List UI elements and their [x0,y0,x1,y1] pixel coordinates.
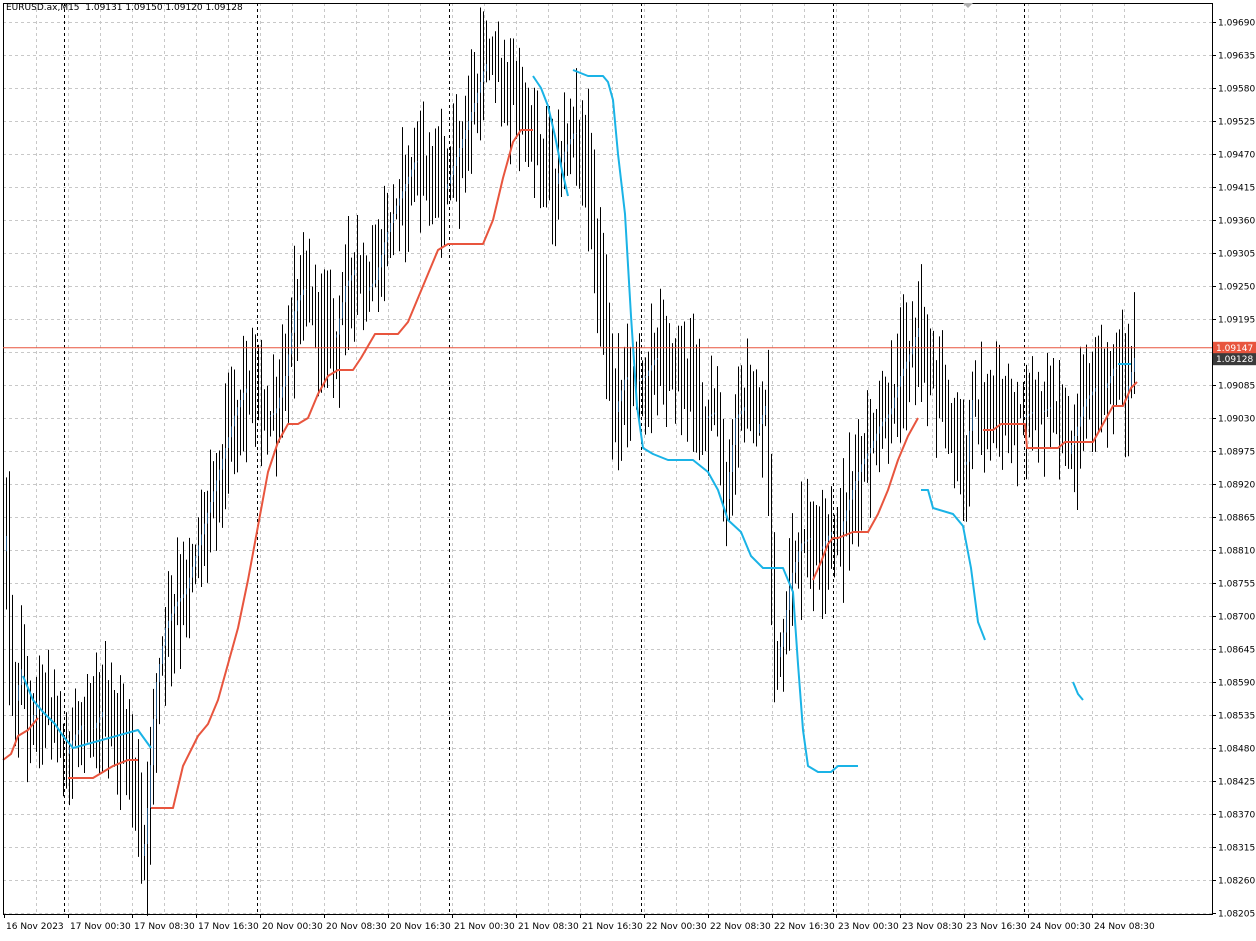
time-tick-label: 20 Nov 08:30 [326,922,387,932]
time-tick-label: 22 Nov 08:30 [710,922,771,932]
chart-shift-icon [963,3,973,8]
price-tick-label: 1.09470 [1218,151,1255,161]
bid-price-tag [1213,353,1256,366]
upper-band-line [22,69,1131,773]
time-tick-label: 20 Nov 16:30 [390,922,451,932]
time-tick-label: 21 Nov 08:30 [518,922,579,932]
price-tick-label: 1.08535 [1218,712,1255,722]
chart-frame [3,3,1213,915]
price-tick-label: 1.08315 [1218,844,1255,854]
time-tick-label: 17 Nov 16:30 [198,922,259,932]
price-line-label: 1.09147 [1216,344,1253,354]
price-tick-label: 1.09415 [1218,184,1255,194]
bands-layer [2,69,1138,809]
price-tick-label: 1.09360 [1218,217,1255,227]
time-tick-label: 21 Nov 00:30 [454,922,515,932]
price-tick-label: 1.09250 [1218,283,1255,293]
time-tick-label: 16 Nov 2023 [6,922,64,932]
time-tick-label: 23 Nov 16:30 [966,922,1027,932]
price-tick-label: 1.09085 [1218,382,1255,392]
price-tick-label: 1.09305 [1218,250,1255,260]
time-tick-label: 17 Nov 00:30 [70,922,131,932]
time-tick-label: 23 Nov 00:30 [838,922,899,932]
price-tick-label: 1.09030 [1218,415,1255,425]
price-tick-label: 1.08700 [1218,613,1255,623]
price-tick-label: 1.08425 [1218,778,1255,788]
time-tick-label: 17 Nov 08:30 [134,922,195,932]
price-tick-label: 1.08370 [1218,811,1255,821]
time-tick-label: 24 Nov 00:30 [1030,922,1091,932]
price-tick-label: 1.08205 [1218,910,1255,920]
price-line-tag [1213,341,1256,354]
price-tick-label: 1.09525 [1218,118,1255,128]
price-tick-label: 1.08755 [1218,580,1255,590]
time-tick-label: 23 Nov 08:30 [902,922,963,932]
price-tick-label: 1.08480 [1218,745,1255,755]
price-tick-label: 1.09580 [1218,85,1255,95]
price-tick-label: 1.09635 [1218,52,1255,62]
bid-price-label: 1.09128 [1216,355,1253,365]
time-tick-label: 21 Nov 16:30 [582,922,643,932]
time-tick-label: 22 Nov 16:30 [774,922,835,932]
day-separator-layer [64,3,1025,914]
price-tick-label: 1.08260 [1218,877,1255,887]
time-tick-label: 24 Nov 08:30 [1094,922,1155,932]
symbol-info: EURUSD.ax,M15 1.09131 1.09150 1.09120 1.… [6,3,243,13]
price-tick-label: 1.08975 [1218,448,1255,458]
price-tick-label: 1.08590 [1218,679,1255,689]
time-tick-label: 22 Nov 00:30 [646,922,707,932]
time-tick-label: 20 Nov 00:30 [262,922,323,932]
price-tick-label: 1.08865 [1218,514,1255,524]
price-tick-label: 1.08810 [1218,547,1255,557]
frame-layer [3,3,1213,915]
lower-band-line [2,129,1138,809]
price-tick-label: 1.09690 [1218,19,1255,29]
price-tick-label: 1.09195 [1218,316,1255,326]
price-tick-label: 1.08645 [1218,646,1255,656]
price-tick-label: 1.08920 [1218,481,1255,491]
time-axis[interactable]: 16 Nov 2023 17 Nov 00:30 17 Nov 08:30 17 No… [4,914,1155,932]
candles-layer [3,7,1135,916]
